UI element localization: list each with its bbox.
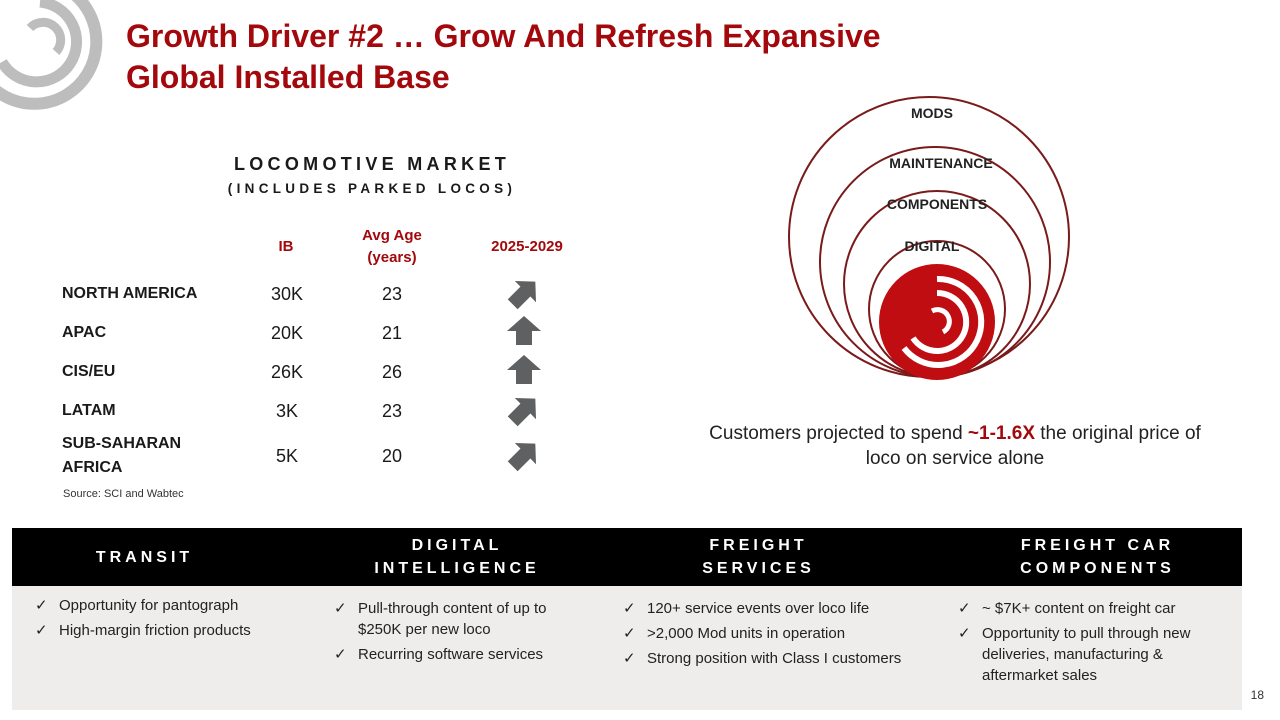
slide-title: Growth Driver #2 … Grow And Refresh Expa… — [126, 16, 881, 98]
bullet-text: Opportunity for pantograph — [59, 597, 239, 614]
ib-value: 20K — [270, 323, 304, 343]
segment-header-line1: FREIGHT — [709, 537, 808, 554]
avg-age-value: 20 — [381, 446, 403, 466]
check-icon: ✓ — [623, 625, 636, 642]
ring-label-components: COMPONENTS — [886, 196, 988, 212]
bullet-text: High-margin friction products — [59, 622, 251, 639]
ib-value: 5K — [275, 446, 299, 466]
list-item: ✓ High-margin friction products — [35, 620, 305, 641]
bullet-text: >2,000 Mod units in operation — [647, 625, 846, 642]
region-label: NORTH AMERICA — [62, 285, 198, 302]
slide-title-line1: Growth Driver #2 … Grow And Refresh Expa… — [126, 18, 881, 54]
arrow-up-right-icon — [507, 280, 537, 310]
ring-label-maintenance: MAINTENANCE — [889, 155, 993, 171]
list-item: ✓ Opportunity for pantograph — [35, 595, 305, 616]
column-header-ib: IB — [278, 238, 294, 255]
column-header-avg-age-line2: (years) — [367, 249, 417, 266]
bullet-text: 120+ service events over loco life — [647, 600, 870, 617]
segment-header-transit: TRANSIT — [12, 528, 277, 586]
ib-value: 3K — [275, 401, 299, 421]
bullet-text: Pull-through content of up to $250K per … — [358, 600, 547, 638]
bullet-text: ~ $7K+ content on freight car — [982, 600, 1176, 617]
digital-intelligence-bullets: ✓ Pull-through content of up to $250K per… — [334, 598, 584, 669]
transit-bullets: ✓ Opportunity for pantograph ✓ High-margin… — [35, 595, 305, 645]
avg-age-value: 21 — [381, 323, 403, 343]
list-item: ✓ Opportunity to pull through new deliver… — [958, 623, 1223, 686]
check-icon: ✓ — [623, 600, 636, 617]
check-icon: ✓ — [958, 625, 971, 642]
caption-highlight: ~1-1.6X — [967, 423, 1035, 444]
freight-services-bullets: ✓ 120+ service events over loco life ✓ >2,… — [623, 598, 913, 673]
bullet-text: Strong position with Class I customers — [647, 650, 902, 667]
arrow-up-icon — [507, 316, 541, 345]
region-label: LATAM — [62, 402, 116, 419]
segments-header-band — [12, 528, 1242, 586]
service-rings-diagram — [788, 96, 1070, 380]
list-item: ✓ Recurring software services — [334, 644, 584, 665]
ring-label-mods: MODS — [911, 105, 953, 121]
segment-header-digital-intelligence: DIGITAL INTELLIGENCE — [322, 528, 592, 586]
check-icon: ✓ — [334, 646, 347, 663]
segment-header-line1: TRANSIT — [95, 548, 194, 566]
core-logo-icon — [901, 275, 985, 368]
arrow-up-icon — [507, 355, 541, 384]
corner-logo-icon — [0, 0, 103, 110]
region-label: SUB-SAHARAN AFRICA — [62, 432, 181, 480]
list-item: ✓ ~ $7K+ content on freight car — [958, 598, 1223, 619]
list-item: ✓ Pull-through content of up to $250K per… — [334, 598, 584, 640]
ib-value: 30K — [270, 284, 304, 304]
slide-title-line2: Global Installed Base — [126, 59, 450, 95]
avg-age-value: 23 — [381, 284, 403, 304]
caption-post: the original price of loco on service al… — [865, 423, 1201, 469]
region-label: APAC — [62, 324, 107, 341]
region-label-line1: SUB-SAHARAN — [62, 435, 182, 452]
market-heading-subtitle: (INCLUDES PARKED LOCOS) — [227, 181, 517, 196]
arrow-up-right-icon — [507, 397, 537, 427]
segment-header-freight-car-components: FREIGHT CAR COMPONENTS — [960, 528, 1235, 586]
check-icon: ✓ — [623, 650, 636, 667]
page-number: 18 — [1250, 688, 1264, 702]
check-icon: ✓ — [334, 600, 347, 617]
region-label: CIS/EU — [62, 363, 116, 380]
avg-age-value: 23 — [381, 401, 403, 421]
arrow-up-right-icon — [507, 442, 537, 472]
list-item: ✓ 120+ service events over loco life — [623, 598, 913, 619]
column-header-avg-age: Avg Age (years) — [342, 225, 442, 269]
check-icon: ✓ — [35, 622, 48, 639]
segment-header-freight-services: FREIGHT SERVICES — [626, 528, 891, 586]
market-heading-title: LOCOMOTIVE MARKET — [233, 154, 511, 174]
avg-age-value: 26 — [381, 362, 403, 382]
caption-pre: Customers projected to spend — [709, 423, 968, 444]
check-icon: ✓ — [958, 600, 971, 617]
ring-label-digital: DIGITAL — [904, 238, 960, 254]
column-header-outlook: 2025-2029 — [491, 238, 563, 255]
segment-header-line2: SERVICES — [702, 560, 815, 577]
region-label-line2: AFRICA — [62, 459, 123, 476]
freight-car-components-bullets: ✓ ~ $7K+ content on freight car ✓ Opportun… — [958, 598, 1223, 690]
market-heading: LOCOMOTIVE MARKET (INCLUDES PARKED LOCOS… — [222, 154, 522, 196]
segments-detail-panel — [12, 586, 1242, 710]
segment-header-line2: INTELLIGENCE — [374, 560, 540, 577]
list-item: ✓ Strong position with Class I customers — [623, 648, 913, 669]
service-spend-caption: Customers projected to spend ~1-1.6X the… — [690, 421, 1220, 471]
segment-header-line2: COMPONENTS — [1020, 560, 1175, 577]
bullet-text: Opportunity to pull through new deliveri… — [982, 625, 1191, 684]
check-icon: ✓ — [35, 597, 48, 614]
bullet-text: Recurring software services — [358, 646, 544, 663]
segment-header-line1: DIGITAL — [411, 537, 503, 554]
source-note: Source: SCI and Wabtec — [63, 488, 184, 500]
column-header-avg-age-line1: Avg Age — [362, 227, 422, 244]
list-item: ✓ >2,000 Mod units in operation — [623, 623, 913, 644]
ib-value: 26K — [270, 362, 304, 382]
segment-header-line1: FREIGHT CAR — [1020, 537, 1175, 554]
